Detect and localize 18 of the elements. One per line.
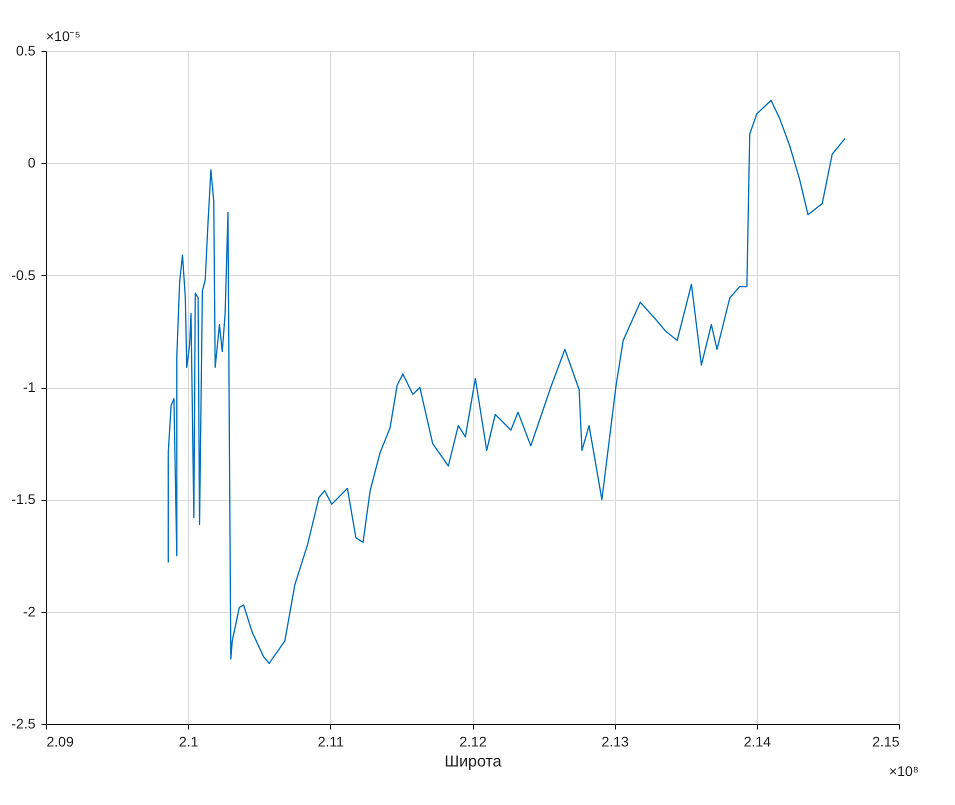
line-series	[168, 100, 846, 664]
text: ×10⁻⁵	[46, 28, 81, 44]
y-tick-label: -0.5	[11, 266, 36, 283]
x-tick-label: 2.14	[744, 734, 772, 750]
y-tick-label: -2	[23, 603, 36, 620]
y-tick-label: -1.5	[11, 491, 36, 508]
x-tick-label: 2.11	[318, 734, 344, 750]
y-tick-label: -2.5	[11, 716, 36, 732]
x-tick-label: 2.1	[178, 734, 199, 750]
y-tick-label: 0	[28, 154, 36, 171]
x-tick-label: 2.12	[459, 734, 487, 750]
text: ×10⁸	[889, 763, 919, 779]
x-tick-label: 2.09	[46, 734, 74, 750]
x-tick-label: 2.15	[872, 734, 900, 750]
y-tick-label: 0.5	[16, 42, 36, 58]
y-tick-label: -1	[23, 379, 36, 395]
x-axis-title: Широта	[444, 754, 502, 770]
x-tick-label: 2.13	[602, 734, 630, 750]
